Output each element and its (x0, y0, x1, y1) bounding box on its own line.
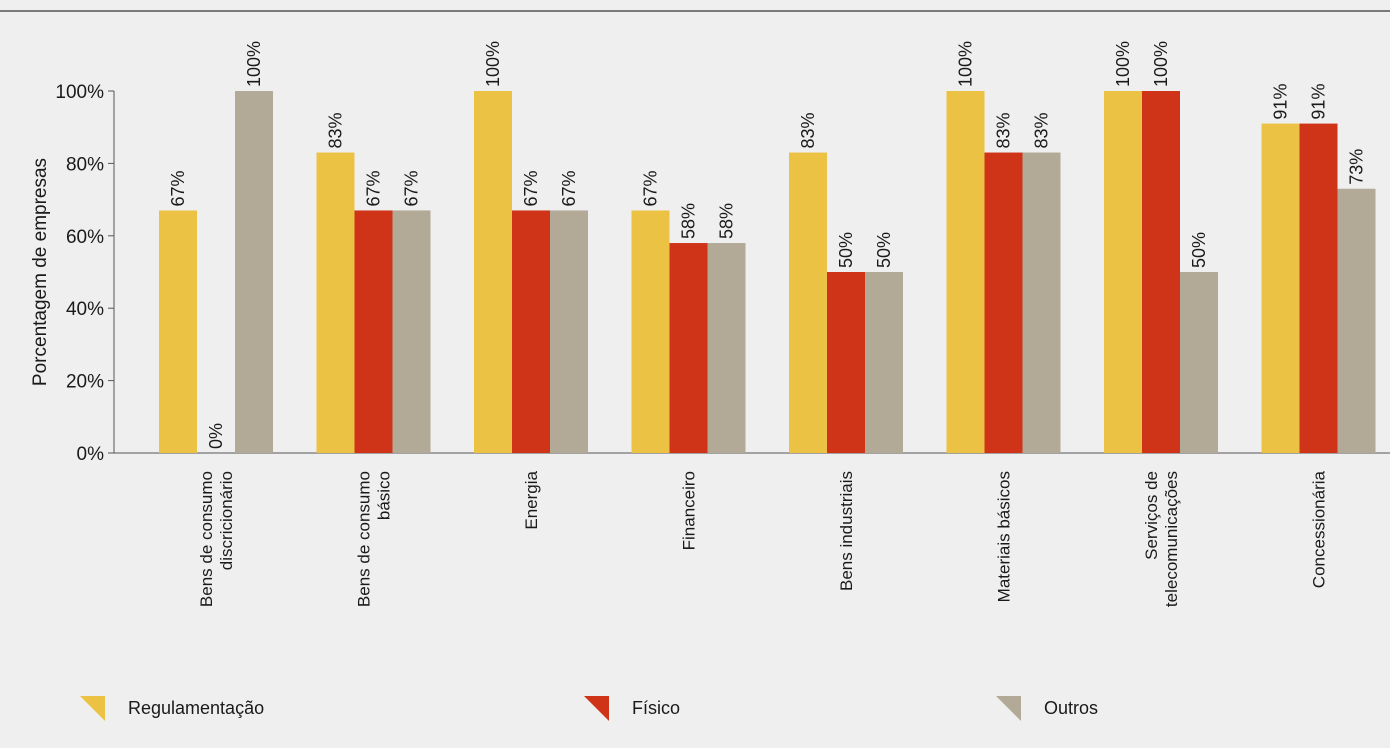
bar (865, 272, 903, 453)
legend-label: Outros (1044, 698, 1098, 718)
bar (392, 210, 431, 453)
data-label: 100% (244, 41, 264, 87)
data-label: 58% (717, 203, 737, 239)
y-tick-label: 0% (77, 444, 105, 465)
bar (789, 152, 827, 454)
y-tick-label: 40% (66, 299, 104, 320)
data-label: 100% (1113, 41, 1133, 87)
category-label: Bens de consumo (197, 471, 216, 607)
data-label: 67% (364, 170, 384, 206)
bar (235, 91, 273, 453)
y-tick-label: 80% (66, 154, 104, 175)
data-label: 58% (679, 203, 699, 239)
bar (1261, 123, 1300, 453)
data-label: 67% (641, 170, 661, 206)
bar (1022, 152, 1061, 454)
bar (550, 210, 588, 453)
y-tick-label: 100% (55, 82, 104, 103)
legend-label: Físico (632, 698, 680, 718)
legend-label: Regulamentação (128, 698, 264, 718)
data-label: 67% (521, 170, 541, 206)
category-label: Materiais básicos (995, 471, 1014, 602)
data-label: 67% (168, 170, 188, 206)
data-label: 83% (1032, 113, 1052, 149)
data-label: 50% (1189, 232, 1209, 268)
bar (1337, 188, 1376, 454)
category-label: telecomunicações (1162, 471, 1181, 607)
category-label: Serviços de (1142, 471, 1161, 560)
data-label: 100% (1151, 41, 1171, 87)
data-label: 73% (1347, 149, 1367, 185)
bar (827, 272, 865, 453)
category-label: Financeiro (680, 471, 699, 550)
bar (669, 243, 708, 453)
bar (159, 210, 197, 453)
category-label: Energia (522, 470, 541, 529)
bar (707, 243, 746, 453)
bar (1104, 91, 1142, 453)
legend-swatch (80, 696, 105, 721)
legend-swatch (584, 696, 609, 721)
bar (946, 91, 985, 453)
data-label: 67% (402, 170, 422, 206)
data-label: 67% (559, 170, 579, 206)
bar (984, 152, 1023, 454)
bar (1299, 123, 1338, 453)
value-labels: 67% 0% 100% 83% 67% 67% 100% 67% 67% 67% 58% 58% 83%… (168, 41, 1367, 449)
data-label: 50% (836, 232, 856, 268)
legend-swatch (996, 696, 1021, 721)
data-label: 83% (326, 113, 346, 149)
category-labels: Bens de consumo discricionário Bens de con… (197, 470, 1329, 607)
bar (631, 210, 670, 453)
data-label: 83% (798, 113, 818, 149)
bar (1180, 272, 1218, 453)
bar (512, 210, 550, 453)
data-label: 91% (1271, 84, 1291, 120)
data-label: 100% (483, 41, 503, 87)
bar (1142, 91, 1180, 453)
category-label: discricionário (217, 471, 236, 570)
y-tick-label: 60% (66, 227, 104, 248)
data-label: 50% (874, 232, 894, 268)
legend: Regulamentação Físico Outros (80, 696, 1098, 721)
category-label: básico (375, 471, 394, 520)
bars (159, 91, 1376, 454)
category-label: Concessionária (1310, 470, 1329, 588)
data-label: 0% (206, 423, 226, 449)
data-label: 91% (1309, 84, 1329, 120)
y-axis-label: Porcentagem de empresas (30, 158, 51, 386)
data-label: 100% (956, 41, 976, 87)
bar (316, 152, 355, 454)
bar (354, 210, 393, 453)
category-label: Bens industriais (837, 471, 856, 591)
data-label: 83% (994, 113, 1014, 149)
category-label: Bens de consumo (355, 471, 374, 607)
bar (474, 91, 512, 453)
y-tick-label: 20% (66, 372, 104, 393)
